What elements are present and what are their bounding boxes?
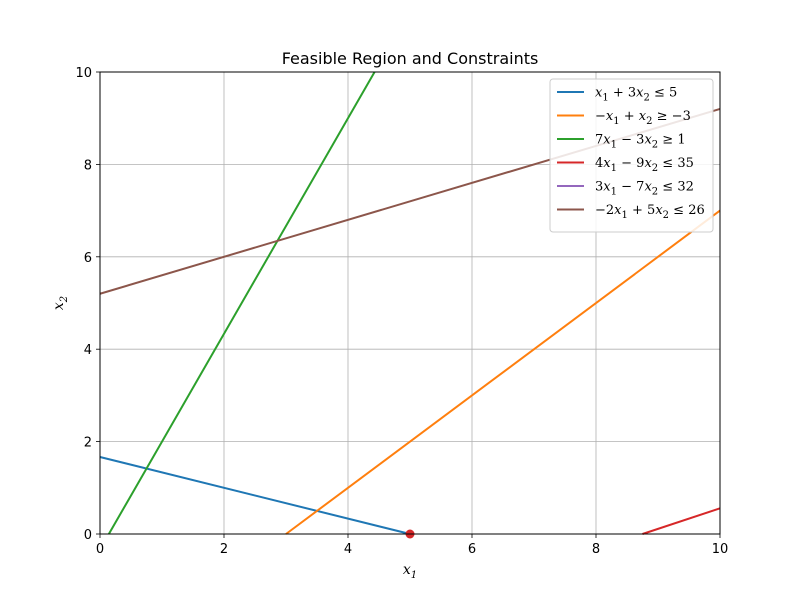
x-tick-label: 2: [220, 542, 228, 557]
legend-label-6: −2x1​ + 5x2​ ≤ 26: [595, 203, 705, 221]
series-line-3: [107, 71, 376, 535]
y-axis-label-text: x2​: [51, 296, 70, 310]
legend-label-5: 3x1​ − 7x2​ ≤ 32: [595, 180, 694, 198]
y-tick-label: 0: [84, 528, 92, 543]
y-tick-label: 2: [84, 436, 92, 451]
y-tick-label: 8: [84, 158, 92, 173]
series-line-4: [642, 507, 721, 535]
y-tick-label: 10: [75, 66, 92, 81]
series-line-1: [99, 456, 411, 535]
x-tick-label: 10: [712, 542, 729, 557]
legend-label-3: 7x1​ − 3x2​ ≥ 1: [595, 133, 686, 151]
legend-box: [549, 78, 714, 233]
chart-title: Feasible Region and Constraints: [282, 49, 539, 68]
plot-lines: [99, 71, 721, 535]
legend-label-4: 4x1​ − 9x2​ ≤ 35: [595, 156, 694, 174]
axis-ticks: 0 2 4 6 8 10 0 2 4 6 8 10: [75, 66, 728, 557]
y-tick-label: 4: [84, 343, 92, 358]
series-line-2: [285, 209, 721, 535]
x-tick-label: 4: [344, 542, 352, 557]
x-axis-label-text: x1​: [403, 562, 417, 581]
x-tick-label: 0: [96, 542, 104, 557]
x-tick-label: 8: [592, 542, 600, 557]
plot-frame: [99, 71, 721, 535]
y-tick-label: 6: [84, 251, 92, 266]
legend-label-1: x1​ + 3x2​ ≤ 5: [595, 86, 677, 104]
y-axis-label: x2​: [51, 296, 70, 310]
x-axis-label: x1​: [403, 562, 417, 581]
x-tick-label: 6: [468, 542, 476, 557]
legend: x1​ + 3x2​ ≤ 5 −x1​ + x2​ ≥ −3 7x1​ − 3x2​…: [549, 78, 714, 233]
legend-label-2: −x1​ + x2​ ≥ −3: [595, 109, 691, 127]
